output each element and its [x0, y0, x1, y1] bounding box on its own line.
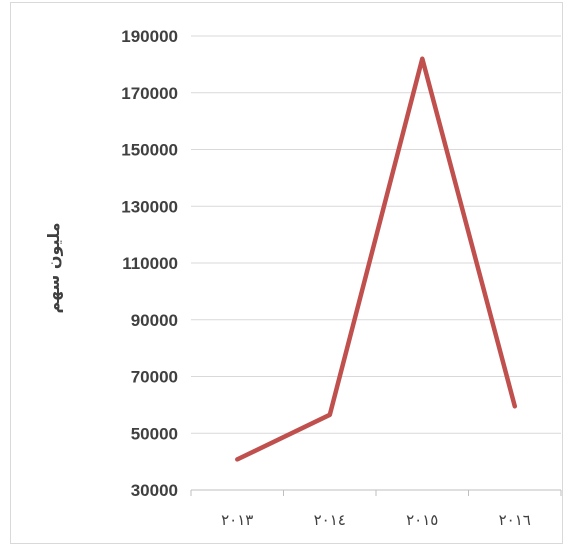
y-tick-label: 150000: [121, 141, 178, 160]
series-lines: [235, 56, 518, 462]
series-line-0: [235, 56, 518, 462]
x-tick-labels: ٢٠١٣ ٢٠١٤ ٢٠١٥ ٢٠١٦: [221, 511, 531, 529]
x-tick-label: ٢٠١٥: [406, 511, 438, 529]
y-tick-label: 130000: [121, 197, 178, 216]
y-tick-label: 170000: [121, 84, 178, 103]
x-tick-label: ٢٠١٦: [499, 511, 531, 529]
y-tick-label: 190000: [121, 27, 178, 46]
y-tick-label: 50000: [131, 424, 178, 443]
line-chart: 190000 170000 150000 130000 110000 90000 70000…: [44, 27, 562, 529]
x-tick-label: ٢٠١٤: [314, 511, 346, 529]
y-tick-labels: 190000 170000 150000 130000 110000 90000 70000…: [121, 27, 178, 500]
y-tick-label: 30000: [131, 481, 178, 500]
x-tick-label: ٢٠١٣: [221, 511, 253, 529]
y-tick-label: 70000: [131, 368, 178, 387]
chart-frame: 190000 170000 150000 130000 110000 90000 70000…: [10, 2, 563, 544]
y-tick-label: 90000: [131, 311, 178, 330]
gridlines: [191, 35, 561, 434]
y-axis-label: مليون سهم: [44, 222, 63, 313]
y-tick-label: 110000: [122, 254, 178, 273]
x-axis: [190, 489, 562, 496]
